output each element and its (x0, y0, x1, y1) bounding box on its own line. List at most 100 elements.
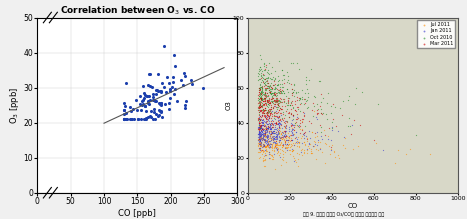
Point (149, 92, 156, 95)
Jul 2011 (257, 141, 264, 145)
Oct 2010 (275, 83, 282, 86)
Point (158, 82, 166, 85)
Oct 2010 (319, 96, 326, 99)
Oct 2010 (281, 73, 288, 77)
Oct 2010 (269, 91, 276, 95)
Oct 2010 (289, 106, 297, 109)
Jan 2011 (262, 140, 269, 143)
Oct 2010 (259, 90, 266, 94)
Oct 2010 (256, 88, 263, 91)
Oct 2010 (259, 79, 267, 83)
Mar 2011 (257, 88, 264, 92)
Oct 2010 (274, 74, 282, 78)
Jul 2011 (255, 137, 262, 140)
Oct 2010 (315, 79, 323, 82)
Jan 2011 (259, 135, 266, 138)
Oct 2010 (264, 99, 272, 103)
Jul 2011 (264, 145, 271, 148)
Oct 2010 (271, 93, 279, 97)
Mar 2011 (255, 105, 262, 109)
Jul 2011 (261, 129, 268, 133)
Jan 2011 (267, 124, 274, 128)
Mar 2011 (256, 114, 264, 118)
Oct 2010 (256, 82, 264, 86)
Jul 2011 (262, 158, 269, 162)
Oct 2010 (257, 91, 264, 95)
Jul 2011 (283, 137, 290, 140)
Oct 2010 (257, 77, 264, 80)
Point (146, 95, 153, 98)
Mar 2011 (269, 106, 277, 110)
Mar 2011 (255, 121, 262, 124)
Point (129, 108, 137, 111)
Jul 2011 (260, 148, 267, 152)
Jul 2011 (320, 128, 328, 132)
Jan 2011 (270, 127, 278, 131)
Mar 2011 (288, 99, 296, 103)
Jul 2011 (308, 131, 316, 134)
Jan 2011 (277, 135, 284, 138)
Jan 2011 (256, 138, 264, 142)
Point (157, 101, 164, 105)
Point (148, 86, 156, 89)
Jul 2011 (264, 126, 272, 129)
Oct 2010 (256, 94, 264, 97)
Jan 2011 (276, 124, 283, 127)
Mar 2011 (255, 91, 263, 94)
Jan 2011 (293, 116, 301, 119)
Mar 2011 (280, 130, 288, 133)
Oct 2010 (257, 90, 264, 94)
Jan 2011 (307, 136, 314, 139)
Jul 2011 (372, 142, 380, 145)
Mar 2011 (263, 112, 271, 116)
Oct 2010 (289, 87, 296, 90)
Legend: Jul 2011, Jan 2011, Oct 2010, Mar 2011: Jul 2011, Jan 2011, Oct 2010, Mar 2011 (417, 20, 455, 48)
Jul 2011 (255, 124, 263, 128)
Point (140, 102, 147, 106)
Jul 2011 (318, 150, 326, 154)
Jan 2011 (259, 131, 267, 134)
Jul 2011 (276, 147, 284, 151)
Jul 2011 (264, 140, 271, 143)
Mar 2011 (267, 117, 275, 120)
Jan 2011 (301, 133, 308, 136)
Jul 2011 (262, 138, 269, 141)
Oct 2010 (267, 87, 274, 90)
Mar 2011 (263, 119, 271, 122)
Mar 2011 (255, 113, 263, 117)
Jan 2011 (277, 119, 284, 123)
Oct 2010 (276, 85, 284, 89)
Mar 2011 (281, 135, 288, 139)
Jul 2011 (277, 163, 285, 167)
Point (136, 102, 143, 105)
Jan 2011 (265, 119, 273, 123)
Point (147, 109, 155, 112)
Jan 2011 (263, 122, 270, 126)
Jul 2011 (269, 143, 276, 147)
Oct 2010 (359, 90, 366, 94)
Jan 2011 (272, 122, 280, 125)
Jan 2011 (276, 137, 283, 140)
Jan 2011 (258, 118, 266, 121)
Jan 2011 (275, 123, 282, 126)
Mar 2011 (279, 143, 286, 147)
Mar 2011 (271, 98, 278, 102)
Point (136, 94, 144, 97)
Oct 2010 (316, 79, 324, 83)
Jan 2011 (285, 125, 292, 128)
Jul 2011 (284, 143, 291, 146)
Jul 2011 (260, 138, 267, 141)
Jan 2011 (267, 127, 275, 131)
Point (122, 117, 129, 121)
Jan 2011 (273, 115, 281, 118)
Mar 2011 (267, 107, 275, 110)
Jul 2011 (266, 152, 274, 156)
Jul 2011 (276, 129, 283, 133)
Point (146, 102, 153, 105)
Mar 2011 (296, 122, 304, 125)
Oct 2010 (255, 123, 262, 127)
Oct 2010 (310, 94, 318, 97)
Point (134, 108, 141, 112)
Mar 2011 (260, 72, 267, 76)
Jul 2011 (278, 145, 285, 148)
